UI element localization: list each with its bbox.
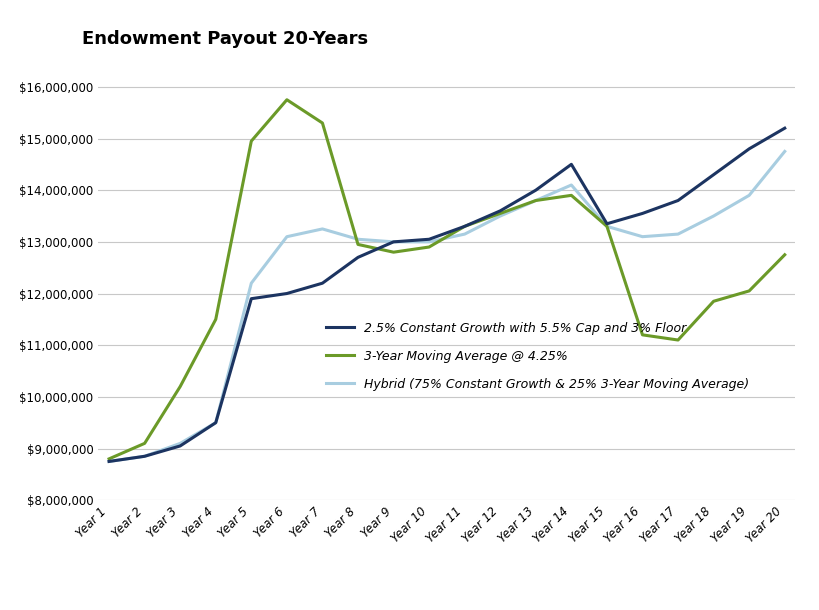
2.5% Constant Growth with 5.5% Cap and 3% Floor [672,197,682,204]
3-Year Moving Average @ 4.25% [459,223,469,230]
Line: Hybrid (75% Constant Growth & 25% 3-Year Moving Average): Hybrid (75% Constant Growth & 25% 3-Year… [109,151,784,461]
3-Year Moving Average @ 4.25% [175,383,185,390]
3-Year Moving Average @ 4.25% [637,331,647,339]
2.5% Constant Growth with 5.5% Cap and 3% Floor [566,160,576,168]
Hybrid (75% Constant Growth & 25% 3-Year Moving Average) [672,231,682,238]
3-Year Moving Average @ 4.25% [495,210,505,217]
Hybrid (75% Constant Growth & 25% 3-Year Moving Average) [246,279,256,287]
Hybrid (75% Constant Growth & 25% 3-Year Moving Average) [744,192,753,199]
2.5% Constant Growth with 5.5% Cap and 3% Floor [282,290,292,297]
Text: Endowment Payout 20-Years: Endowment Payout 20-Years [82,30,368,49]
Hybrid (75% Constant Growth & 25% 3-Year Moving Average) [282,233,292,240]
Hybrid (75% Constant Growth & 25% 3-Year Moving Average) [637,233,647,240]
3-Year Moving Average @ 4.25% [601,223,611,230]
Line: 2.5% Constant Growth with 5.5% Cap and 3% Floor: 2.5% Constant Growth with 5.5% Cap and 3… [109,128,784,461]
3-Year Moving Average @ 4.25% [672,336,682,343]
Hybrid (75% Constant Growth & 25% 3-Year Moving Average) [459,231,469,238]
3-Year Moving Average @ 4.25% [388,248,398,256]
Hybrid (75% Constant Growth & 25% 3-Year Moving Average) [353,235,363,243]
2.5% Constant Growth with 5.5% Cap and 3% Floor [637,210,647,217]
3-Year Moving Average @ 4.25% [246,137,256,145]
3-Year Moving Average @ 4.25% [708,298,717,305]
3-Year Moving Average @ 4.25% [566,192,576,199]
Hybrid (75% Constant Growth & 25% 3-Year Moving Average) [388,238,398,245]
Hybrid (75% Constant Growth & 25% 3-Year Moving Average) [210,419,220,426]
Hybrid (75% Constant Growth & 25% 3-Year Moving Average) [779,148,789,155]
2.5% Constant Growth with 5.5% Cap and 3% Floor [317,279,327,287]
3-Year Moving Average @ 4.25% [139,440,149,447]
2.5% Constant Growth with 5.5% Cap and 3% Floor [353,254,363,261]
Hybrid (75% Constant Growth & 25% 3-Year Moving Average) [104,458,114,465]
2.5% Constant Growth with 5.5% Cap and 3% Floor [139,453,149,460]
3-Year Moving Average @ 4.25% [423,243,433,251]
2.5% Constant Growth with 5.5% Cap and 3% Floor [495,207,505,215]
2.5% Constant Growth with 5.5% Cap and 3% Floor [175,442,185,450]
2.5% Constant Growth with 5.5% Cap and 3% Floor [210,419,220,426]
Hybrid (75% Constant Growth & 25% 3-Year Moving Average) [317,225,327,232]
Hybrid (75% Constant Growth & 25% 3-Year Moving Average) [601,223,611,230]
2.5% Constant Growth with 5.5% Cap and 3% Floor [601,220,611,228]
3-Year Moving Average @ 4.25% [210,316,220,323]
Hybrid (75% Constant Growth & 25% 3-Year Moving Average) [495,212,505,220]
Hybrid (75% Constant Growth & 25% 3-Year Moving Average) [423,238,433,245]
3-Year Moving Average @ 4.25% [282,96,292,104]
3-Year Moving Average @ 4.25% [744,287,753,295]
2.5% Constant Growth with 5.5% Cap and 3% Floor [104,458,114,465]
3-Year Moving Average @ 4.25% [317,120,327,127]
Line: 3-Year Moving Average @ 4.25%: 3-Year Moving Average @ 4.25% [109,100,784,459]
2.5% Constant Growth with 5.5% Cap and 3% Floor [388,238,398,245]
2.5% Constant Growth with 5.5% Cap and 3% Floor [246,295,256,303]
3-Year Moving Average @ 4.25% [530,197,540,204]
Legend: 2.5% Constant Growth with 5.5% Cap and 3% Floor, 3-Year Moving Average @ 4.25%, : 2.5% Constant Growth with 5.5% Cap and 3… [319,316,754,397]
2.5% Constant Growth with 5.5% Cap and 3% Floor [744,145,753,152]
Hybrid (75% Constant Growth & 25% 3-Year Moving Average) [708,212,717,220]
2.5% Constant Growth with 5.5% Cap and 3% Floor [423,235,433,243]
2.5% Constant Growth with 5.5% Cap and 3% Floor [530,187,540,194]
Hybrid (75% Constant Growth & 25% 3-Year Moving Average) [139,453,149,460]
3-Year Moving Average @ 4.25% [353,241,363,248]
Hybrid (75% Constant Growth & 25% 3-Year Moving Average) [566,181,576,188]
Hybrid (75% Constant Growth & 25% 3-Year Moving Average) [175,440,185,447]
2.5% Constant Growth with 5.5% Cap and 3% Floor [459,223,469,230]
Hybrid (75% Constant Growth & 25% 3-Year Moving Average) [530,197,540,204]
3-Year Moving Average @ 4.25% [779,251,789,259]
3-Year Moving Average @ 4.25% [104,455,114,462]
2.5% Constant Growth with 5.5% Cap and 3% Floor [708,171,717,178]
2.5% Constant Growth with 5.5% Cap and 3% Floor [779,124,789,132]
